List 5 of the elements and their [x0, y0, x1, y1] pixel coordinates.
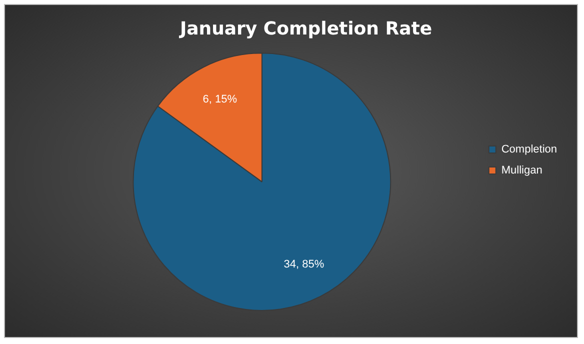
- legend-label: Completion: [501, 144, 557, 156]
- legend-label: Mulligan: [501, 164, 542, 177]
- chart-title: January Completion Rate: [178, 18, 432, 40]
- data-label: 34, 85%: [284, 258, 324, 270]
- data-label: 6, 15%: [202, 93, 238, 106]
